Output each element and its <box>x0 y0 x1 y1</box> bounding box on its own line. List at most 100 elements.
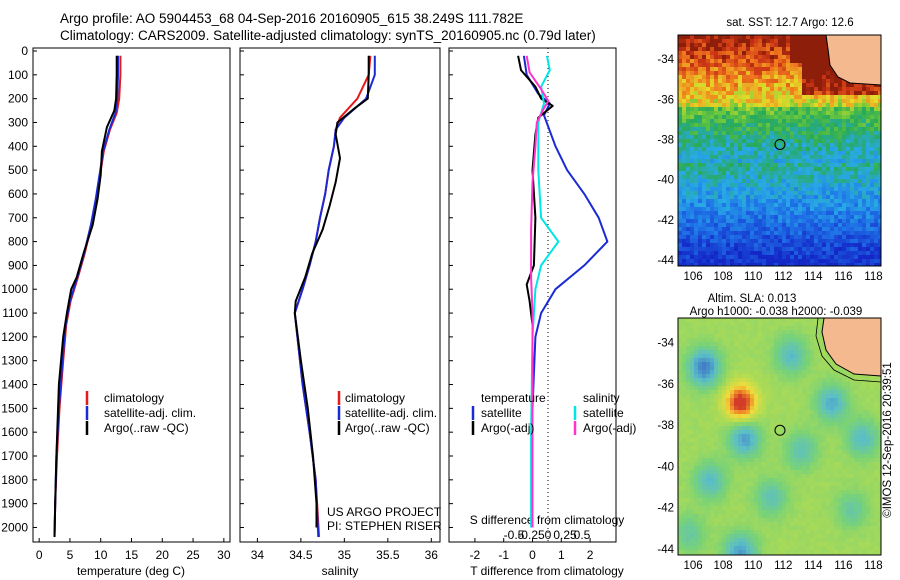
map-cell <box>706 79 711 84</box>
map-cell <box>870 99 875 104</box>
map-cell <box>698 243 703 248</box>
map-cell <box>742 83 747 88</box>
map-cell <box>746 370 751 375</box>
map-cell <box>782 394 787 399</box>
map-cell <box>870 434 875 439</box>
map-cell <box>862 450 867 455</box>
map-cell <box>790 163 795 168</box>
map-cell <box>722 239 727 244</box>
map-cell <box>870 195 875 200</box>
map-cell <box>690 155 695 160</box>
map-cell <box>842 219 847 224</box>
map-cell <box>686 43 691 48</box>
map-cell <box>818 59 823 64</box>
map-cell <box>742 370 747 375</box>
map-cell <box>842 223 847 228</box>
map-cell <box>682 163 687 168</box>
map-cell <box>706 422 711 427</box>
map-cell <box>774 231 779 236</box>
map-cell <box>754 147 759 152</box>
map-cell <box>770 131 775 136</box>
map-cell <box>678 354 683 359</box>
map-cell <box>698 175 703 180</box>
map-cell <box>858 103 863 108</box>
map-cell <box>730 207 735 212</box>
map-cell <box>798 191 803 196</box>
map-cell <box>722 251 727 256</box>
map-cell <box>806 155 811 160</box>
map-cell <box>754 75 759 80</box>
map-cell <box>682 127 687 132</box>
map-cell <box>766 91 771 96</box>
map-cell <box>874 434 879 439</box>
map-cell <box>762 187 767 192</box>
map-cell <box>702 47 707 52</box>
map-cell <box>778 259 783 264</box>
map-cell <box>774 135 779 140</box>
map-cell <box>770 442 775 447</box>
map-cell <box>850 119 855 124</box>
map-cell <box>726 446 731 451</box>
map-cell <box>678 107 683 112</box>
map-cell <box>706 63 711 68</box>
map-cell <box>770 378 775 383</box>
map-cell <box>750 63 755 68</box>
map-cell <box>730 195 735 200</box>
map-cell <box>686 143 691 148</box>
map-cell <box>738 458 743 463</box>
map-cell <box>786 259 791 264</box>
map-cell <box>866 255 871 260</box>
map-cell <box>742 99 747 104</box>
map-cell <box>822 215 827 220</box>
map-cell <box>722 175 727 180</box>
map-cell <box>762 386 767 391</box>
map-cell <box>682 71 687 76</box>
map-cell <box>830 131 835 136</box>
map-cell <box>774 374 779 379</box>
map-cell <box>854 139 859 144</box>
map-cell <box>810 394 815 399</box>
map-cell <box>838 91 843 96</box>
map-cell <box>770 223 775 228</box>
map-cell <box>798 59 803 64</box>
map-cell <box>838 127 843 132</box>
map-cell <box>870 87 875 92</box>
map-cell <box>714 378 719 383</box>
map-cell <box>818 410 823 415</box>
map-cell <box>786 247 791 252</box>
legend-satellite-adj: satellite-adj. clim. <box>345 406 437 420</box>
map-cell <box>706 450 711 455</box>
map-cell <box>826 59 831 64</box>
map-cell <box>770 350 775 355</box>
map-cell <box>790 430 795 435</box>
map-cell <box>862 107 867 112</box>
map-cell <box>690 458 695 463</box>
map-cell <box>838 251 843 256</box>
map-cell <box>722 386 727 391</box>
x-tick-label: 0 <box>36 548 43 562</box>
map-cell <box>766 243 771 248</box>
map-cell <box>790 191 795 196</box>
map-cell <box>870 426 875 431</box>
map-cell <box>734 322 739 327</box>
map-cell <box>802 111 807 116</box>
map-cell <box>786 63 791 68</box>
map-cell <box>746 87 751 92</box>
map-cell <box>802 55 807 60</box>
map-cell <box>874 203 879 208</box>
map-cell <box>778 326 783 331</box>
map-cell <box>754 163 759 168</box>
map-cell <box>770 119 775 124</box>
map-cell <box>738 410 743 415</box>
map-cell <box>850 231 855 236</box>
map-cell <box>694 59 699 64</box>
map-cell <box>830 155 835 160</box>
map-cell <box>786 390 791 395</box>
map-cell <box>730 350 735 355</box>
map-cell <box>834 167 839 172</box>
map-cell <box>834 179 839 184</box>
map-cell <box>678 434 683 439</box>
map-cell <box>854 183 859 188</box>
map-cell <box>698 354 703 359</box>
map-cell <box>714 338 719 343</box>
